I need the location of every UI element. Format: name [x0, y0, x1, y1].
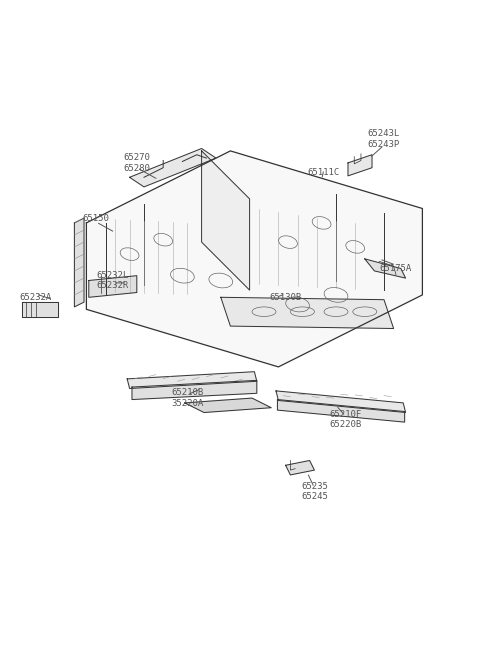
Polygon shape: [132, 380, 257, 399]
Polygon shape: [22, 302, 58, 317]
Text: 65150: 65150: [83, 214, 109, 223]
Polygon shape: [221, 298, 394, 328]
Text: 65175A: 65175A: [380, 264, 412, 273]
Polygon shape: [276, 391, 406, 413]
Polygon shape: [202, 151, 250, 290]
Polygon shape: [286, 461, 314, 475]
Text: 65210B
35220A: 65210B 35220A: [171, 388, 204, 408]
Polygon shape: [74, 218, 84, 307]
Text: 65130B: 65130B: [269, 293, 302, 302]
Text: 65210F
65220B: 65210F 65220B: [329, 410, 362, 430]
Text: 65232L
65232R: 65232L 65232R: [96, 271, 129, 290]
Text: 65232A: 65232A: [20, 293, 52, 302]
Text: 65111C: 65111C: [308, 168, 340, 177]
Polygon shape: [130, 148, 216, 187]
Text: 65235
65245: 65235 65245: [301, 482, 328, 501]
Text: 65243L
65243P: 65243L 65243P: [368, 129, 400, 148]
Text: 65270
65280: 65270 65280: [123, 153, 150, 173]
Polygon shape: [277, 399, 405, 422]
Polygon shape: [185, 398, 271, 413]
Polygon shape: [348, 155, 372, 176]
Polygon shape: [89, 276, 137, 298]
Polygon shape: [127, 372, 257, 388]
Polygon shape: [365, 259, 406, 278]
Polygon shape: [86, 151, 422, 367]
